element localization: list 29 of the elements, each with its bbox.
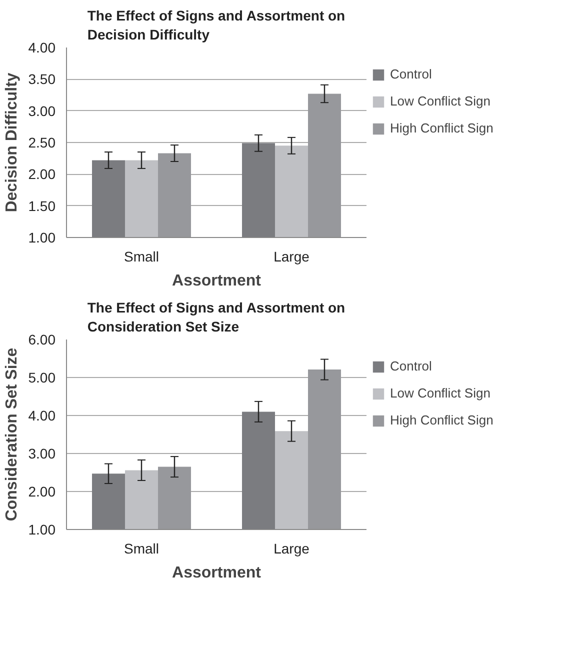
x-tick-label: Small	[124, 248, 160, 264]
legend-label: High Conflict Sign	[390, 412, 494, 428]
y-tick-label: 1.50	[28, 198, 56, 214]
y-tick-label: 4.00	[28, 408, 56, 424]
chart-title: The Effect of Signs and Assortment on Consideration Set Size	[87, 299, 346, 334]
y-tick-label: 2.00	[28, 166, 56, 182]
y-tick-label: 4.00	[28, 40, 56, 56]
y-axis-title: Decision Difficulty	[3, 72, 20, 212]
legend-label: Control	[390, 66, 432, 82]
legend-label: High Conflict Sign	[390, 120, 494, 136]
y-tick-label: 2.00	[28, 484, 56, 500]
x-tick-label: Large	[274, 248, 310, 264]
x-axis-title: Assortment	[172, 272, 262, 290]
x-tick-label: Large	[274, 540, 310, 556]
y-tick-label: 1.00	[28, 522, 56, 538]
legend-label: Control	[390, 358, 432, 374]
y-axis-title: Consideration Set Size	[3, 348, 20, 522]
chart-title: The Effect of Signs and Assortment on Decision Difficulty	[87, 7, 346, 42]
y-tick-label: 2.50	[28, 134, 56, 150]
legend-label: Low Conflict Sign	[390, 386, 490, 401]
legend-label: Low Conflict Sign	[390, 94, 490, 109]
y-tick-label: 3.00	[28, 102, 56, 119]
x-axis-title: Assortment	[172, 564, 262, 582]
y-tick-label: 3.00	[28, 446, 56, 462]
y-tick-label: 6.00	[28, 332, 56, 348]
y-tick-label: 5.00	[28, 370, 56, 386]
y-tick-label: 3.50	[28, 71, 56, 88]
y-tick-label: 1.00	[28, 230, 56, 246]
x-tick-label: Small	[124, 540, 160, 556]
